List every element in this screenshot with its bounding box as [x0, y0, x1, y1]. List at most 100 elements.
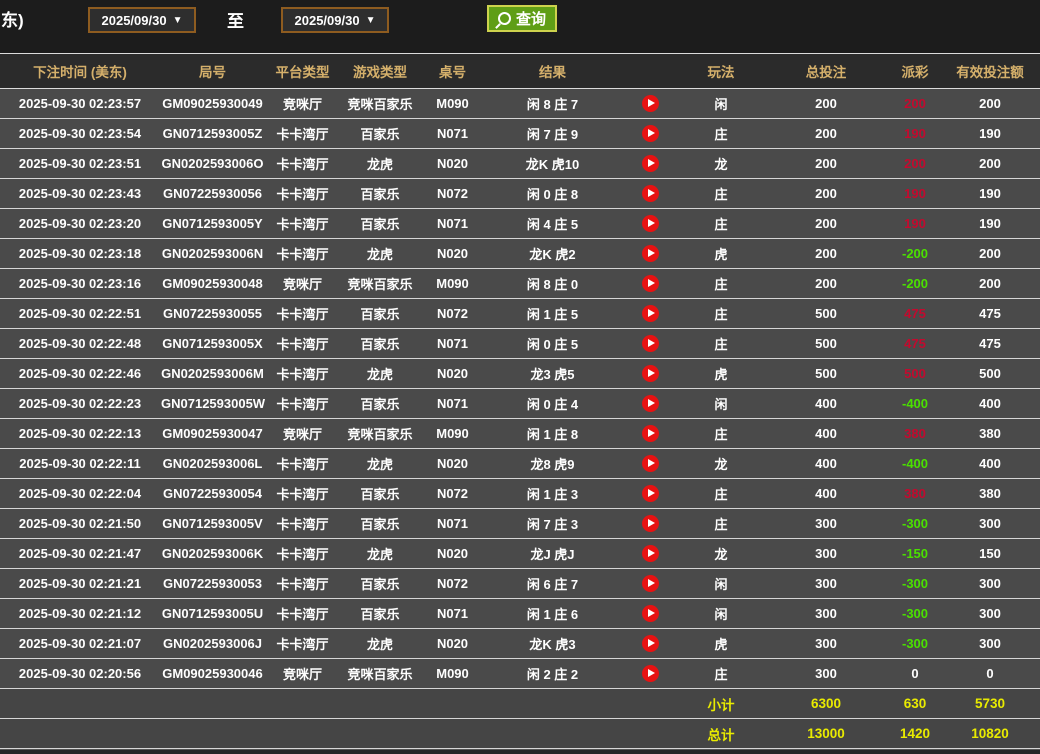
- cell-valid-bet: 200: [940, 238, 1040, 269]
- cell-result: 闲 8 庄 7: [485, 88, 620, 119]
- cell-play-type: 庄: [680, 178, 762, 209]
- play-video-icon[interactable]: [641, 155, 659, 173]
- play-video-icon[interactable]: [641, 215, 659, 233]
- cell-play-type: 庄: [680, 478, 762, 509]
- cell-payout: 380: [890, 478, 940, 509]
- play-video-icon[interactable]: [641, 95, 659, 113]
- cell-total-bet: 200: [762, 88, 890, 119]
- play-video-icon[interactable]: [641, 275, 659, 293]
- cell-video: [620, 508, 680, 539]
- col-bet-time: 下注时间 (美东): [0, 53, 160, 89]
- cell-game-type: 龙虎: [340, 448, 420, 479]
- cell-game-id: GM09025930048: [160, 268, 265, 299]
- cell-game-id: GM09025930046: [160, 658, 265, 689]
- table-footer: 小计 6300 630 5730 总计 13000 1420 10820: [0, 688, 1040, 749]
- play-video-icon[interactable]: [641, 485, 659, 503]
- play-video-icon[interactable]: [641, 305, 659, 323]
- cell-result: 龙K 虎2: [485, 238, 620, 269]
- date-to-select[interactable]: 2025/09/30 ▼: [281, 7, 389, 33]
- play-video-icon[interactable]: [641, 635, 659, 653]
- play-video-icon[interactable]: [641, 125, 659, 143]
- play-video-icon[interactable]: [641, 545, 659, 563]
- cell-valid-bet: 300: [940, 628, 1040, 659]
- cell-video: [620, 658, 680, 689]
- grand-total-label: 总计: [680, 718, 762, 749]
- cell-game-id: GN0712593005W: [160, 388, 265, 419]
- cell-video: [620, 628, 680, 659]
- bet-row: 2025-09-30 02:23:18 GN0202593006N 卡卡湾厅 龙…: [0, 238, 1040, 269]
- bet-row: 2025-09-30 02:23:51 GN0202593006O 卡卡湾厅 龙…: [0, 148, 1040, 179]
- bet-row: 2025-09-30 02:22:13 GM09025930047 竞咪厅 竞咪…: [0, 418, 1040, 449]
- subtotal-payout: 630: [890, 688, 940, 719]
- cell-video: [620, 388, 680, 419]
- col-table-id: 桌号: [420, 53, 485, 89]
- cell-valid-bet: 500: [940, 358, 1040, 389]
- play-video-icon[interactable]: [641, 245, 659, 263]
- cell-valid-bet: 150: [940, 538, 1040, 569]
- to-label: 至: [227, 12, 244, 31]
- cell-result: 龙J 虎J: [485, 538, 620, 569]
- cell-platform: 竞咪厅: [265, 418, 340, 449]
- play-video-icon[interactable]: [641, 665, 659, 683]
- cell-game-id: GN07225930054: [160, 478, 265, 509]
- cell-payout: -300: [890, 628, 940, 659]
- play-video-icon[interactable]: [641, 575, 659, 593]
- cell-total-bet: 300: [762, 568, 890, 599]
- play-video-icon[interactable]: [641, 335, 659, 353]
- cell-payout: -200: [890, 268, 940, 299]
- cell-bet-time: 2025-09-30 02:21:47: [0, 538, 160, 569]
- play-video-icon[interactable]: [641, 185, 659, 203]
- cell-valid-bet: 190: [940, 178, 1040, 209]
- date-from-select[interactable]: 2025/09/30 ▼: [88, 7, 196, 33]
- cell-payout: -200: [890, 238, 940, 269]
- cell-game-type: 百家乐: [340, 208, 420, 239]
- cell-bet-time: 2025-09-30 02:21:21: [0, 568, 160, 599]
- cell-video: [620, 238, 680, 269]
- cell-result: 龙8 虎9: [485, 448, 620, 479]
- grand-total-row: 总计 13000 1420 10820: [0, 718, 1040, 749]
- col-total-bet: 总投注: [762, 53, 890, 89]
- play-video-icon[interactable]: [641, 515, 659, 533]
- cell-payout: 380: [890, 418, 940, 449]
- cell-result: 闲 1 庄 3: [485, 478, 620, 509]
- cell-play-type: 龙: [680, 448, 762, 479]
- col-game-id: 局号: [160, 53, 265, 89]
- play-video-icon[interactable]: [641, 455, 659, 473]
- cell-result: 闲 0 庄 4: [485, 388, 620, 419]
- cell-valid-bet: 380: [940, 478, 1040, 509]
- bet-row: 2025-09-30 02:22:46 GN0202593006M 卡卡湾厅 龙…: [0, 358, 1040, 389]
- cell-total-bet: 500: [762, 328, 890, 359]
- cell-bet-time: 2025-09-30 02:23:20: [0, 208, 160, 239]
- play-video-icon[interactable]: [641, 605, 659, 623]
- bet-row: 2025-09-30 02:21:47 GN0202593006K 卡卡湾厅 龙…: [0, 538, 1040, 569]
- grand-total-total-bet: 13000: [762, 718, 890, 749]
- cell-game-type: 竞咪百家乐: [340, 418, 420, 449]
- cell-bet-time: 2025-09-30 02:22:48: [0, 328, 160, 359]
- cell-game-id: GN0712593005U: [160, 598, 265, 629]
- cell-platform: 竞咪厅: [265, 88, 340, 119]
- col-game-type: 游戏类型: [340, 53, 420, 89]
- cell-play-type: 闲: [680, 88, 762, 119]
- cell-play-type: 庄: [680, 658, 762, 689]
- cell-game-type: 龙虎: [340, 148, 420, 179]
- query-button[interactable]: 查询: [487, 5, 558, 32]
- cell-table-id: M090: [420, 268, 485, 299]
- cell-play-type: 虎: [680, 238, 762, 269]
- bet-row: 2025-09-30 02:20:56 GM09025930046 竞咪厅 竞咪…: [0, 658, 1040, 689]
- bet-row: 2025-09-30 02:21:12 GN0712593005U 卡卡湾厅 百…: [0, 598, 1040, 629]
- cell-platform: 卡卡湾厅: [265, 388, 340, 419]
- cell-play-type: 虎: [680, 358, 762, 389]
- cell-platform: 卡卡湾厅: [265, 298, 340, 329]
- play-video-icon[interactable]: [641, 365, 659, 383]
- play-video-icon[interactable]: [641, 425, 659, 443]
- cell-result: 闲 1 庄 6: [485, 598, 620, 629]
- bet-row: 2025-09-30 02:22:04 GN07225930054 卡卡湾厅 百…: [0, 478, 1040, 509]
- play-video-icon[interactable]: [641, 395, 659, 413]
- cell-platform: 竞咪厅: [265, 658, 340, 689]
- cell-result: 闲 1 庄 5: [485, 298, 620, 329]
- cell-play-type: 庄: [680, 208, 762, 239]
- cell-game-id: GN0712593005Z: [160, 118, 265, 149]
- cell-play-type: 虎: [680, 628, 762, 659]
- bet-row: 2025-09-30 02:23:16 GM09025930048 竞咪厅 竞咪…: [0, 268, 1040, 299]
- cell-play-type: 闲: [680, 388, 762, 419]
